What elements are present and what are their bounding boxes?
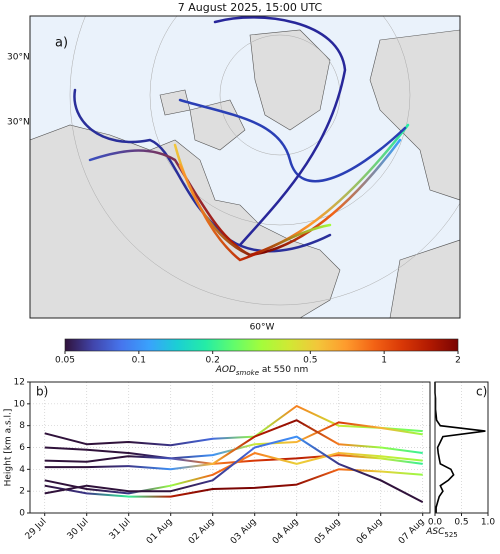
trajectories — [73, 16, 410, 262]
x-tick-label: 03 Aug — [229, 517, 259, 547]
x-tick-label: 31 Jul — [108, 517, 133, 542]
x-tick-label: 02 Aug — [187, 517, 217, 547]
y-tick-label: 4 — [19, 465, 25, 475]
plot-frame — [434, 381, 489, 514]
colorbar-tick-label: 0.2 — [206, 356, 220, 366]
x-tick-label: 04 Aug — [271, 517, 301, 547]
lat-label: 30°N — [7, 53, 30, 63]
x-axis-label: ASC525 — [425, 527, 458, 540]
panel-label: a) — [55, 36, 68, 51]
y-tick-label: 0 — [19, 509, 25, 519]
label-rest: at 550 nm — [259, 365, 308, 375]
colorbar — [64, 338, 459, 352]
colorbar-tick-label: 0.05 — [55, 356, 75, 366]
y-tick-label: 10 — [14, 399, 26, 409]
trajectory-line — [44, 435, 424, 503]
x-tick-label: 0.0 — [428, 518, 443, 528]
lat-label: 30°N — [7, 118, 30, 128]
panel-label: c) — [476, 385, 487, 399]
label-main: AOD — [215, 365, 236, 375]
x-tick-label: 1.0 — [481, 518, 496, 528]
label-main: ASC — [425, 527, 445, 537]
map — [30, 16, 460, 318]
x-tick-label: 06 Aug — [355, 517, 385, 547]
panel-label: b) — [36, 385, 48, 399]
map-frame — [29, 15, 461, 319]
y-tick-label: 12 — [14, 378, 25, 388]
label-sub: 525 — [444, 531, 457, 539]
y-axis-label: Height [km a.s.l.] — [4, 409, 14, 487]
colorbar-tick-label: 0.1 — [132, 356, 146, 366]
figure-title: 7 August 2025, 15:00 UTC — [178, 1, 323, 14]
x-tick-label: 07 Aug — [397, 517, 427, 547]
colorbar-tick-label: 1 — [381, 356, 387, 366]
x-tick-label: 30 Jul — [66, 517, 91, 542]
plot-frame — [29, 381, 431, 514]
x-tick-label: 01 Aug — [145, 517, 175, 547]
y-tick-label: 8 — [19, 421, 25, 431]
x-tick-label: 29 Jul — [24, 517, 49, 542]
trajectory-line — [44, 405, 423, 447]
lon-label: 60°W — [250, 323, 275, 333]
colorbar-tick-label: 0.5 — [303, 356, 317, 366]
label-sub: smoke — [236, 369, 259, 377]
colorbar-tick-label: 2 — [455, 356, 461, 366]
colorbar-label: AODsmoke at 550 nm — [215, 365, 309, 378]
x-tick-label: 05 Aug — [313, 517, 343, 547]
x-tick-label: 0.5 — [454, 518, 468, 528]
trajectory-line — [44, 454, 423, 465]
y-tick-label: 6 — [19, 443, 25, 453]
y-tick-label: 2 — [19, 487, 25, 497]
land — [30, 29, 460, 318]
trajectory-line — [44, 419, 423, 471]
trajectory-line — [44, 468, 423, 498]
